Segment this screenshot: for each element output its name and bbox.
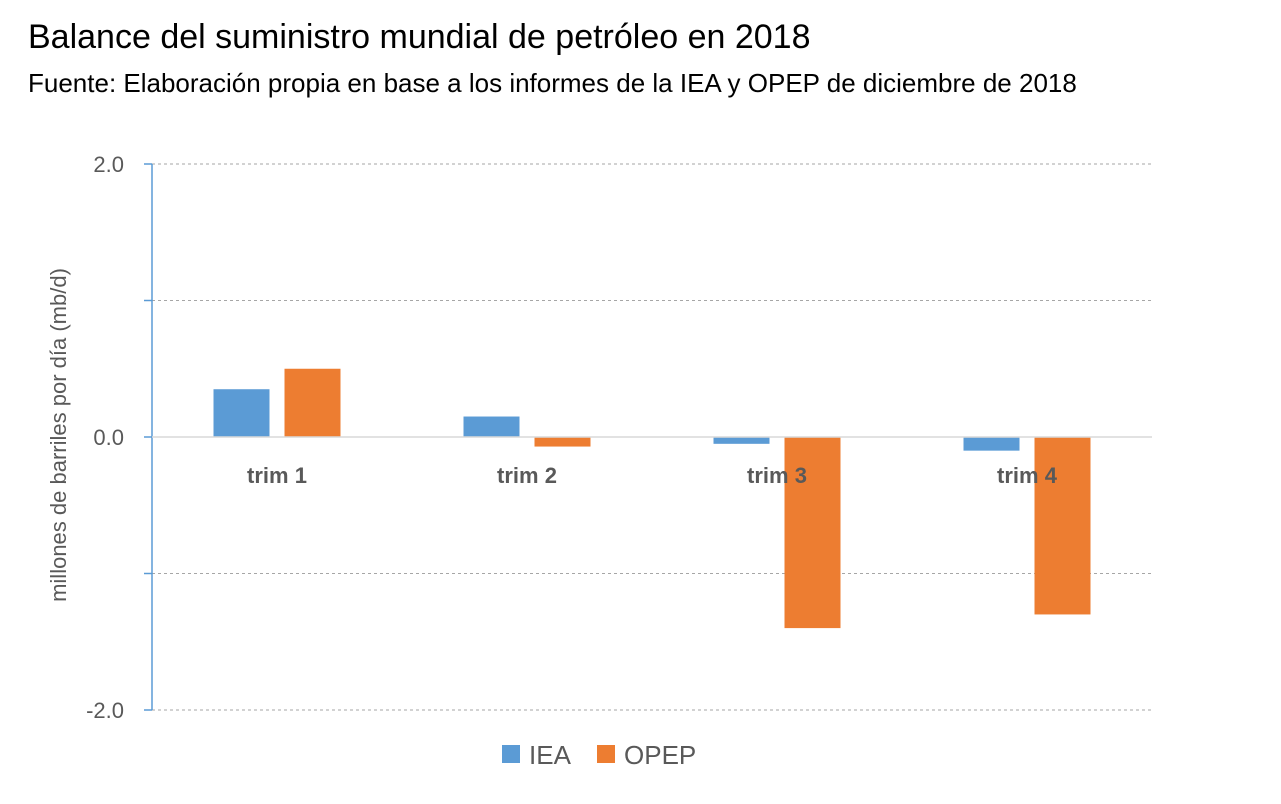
x-category-label: trim 1: [247, 463, 307, 488]
legend-label-opep: OPEP: [624, 740, 696, 770]
x-category-label: trim 3: [747, 463, 807, 488]
bar-opep-trim-2: [534, 437, 591, 447]
legend-swatch-iea: [502, 745, 520, 763]
bar-opep-trim-1: [284, 368, 341, 437]
y-tick-label: -2.0: [86, 698, 124, 723]
x-category-label: trim 4: [997, 463, 1058, 488]
chart-subtitle: Fuente: Elaboración propia en base a los…: [28, 68, 1077, 98]
chart-title: Balance del suministro mundial de petról…: [28, 18, 811, 56]
bar-iea-trim-1: [213, 389, 270, 437]
bar-iea-trim-3: [713, 437, 770, 444]
y-tick-label: 2.0: [93, 152, 124, 177]
bar-opep-trim-3: [784, 437, 841, 629]
bar-opep-trim-4: [1034, 437, 1091, 615]
x-category-label: trim 2: [497, 463, 557, 488]
bar-iea-trim-4: [963, 437, 1020, 451]
y-axis-title: millones de barriles por día (mb/d): [46, 268, 71, 602]
legend-swatch-opep: [597, 745, 615, 763]
legend-label-iea: IEA: [529, 740, 572, 770]
bar-iea-trim-2: [463, 416, 520, 437]
y-tick-label: 0.0: [93, 425, 124, 450]
